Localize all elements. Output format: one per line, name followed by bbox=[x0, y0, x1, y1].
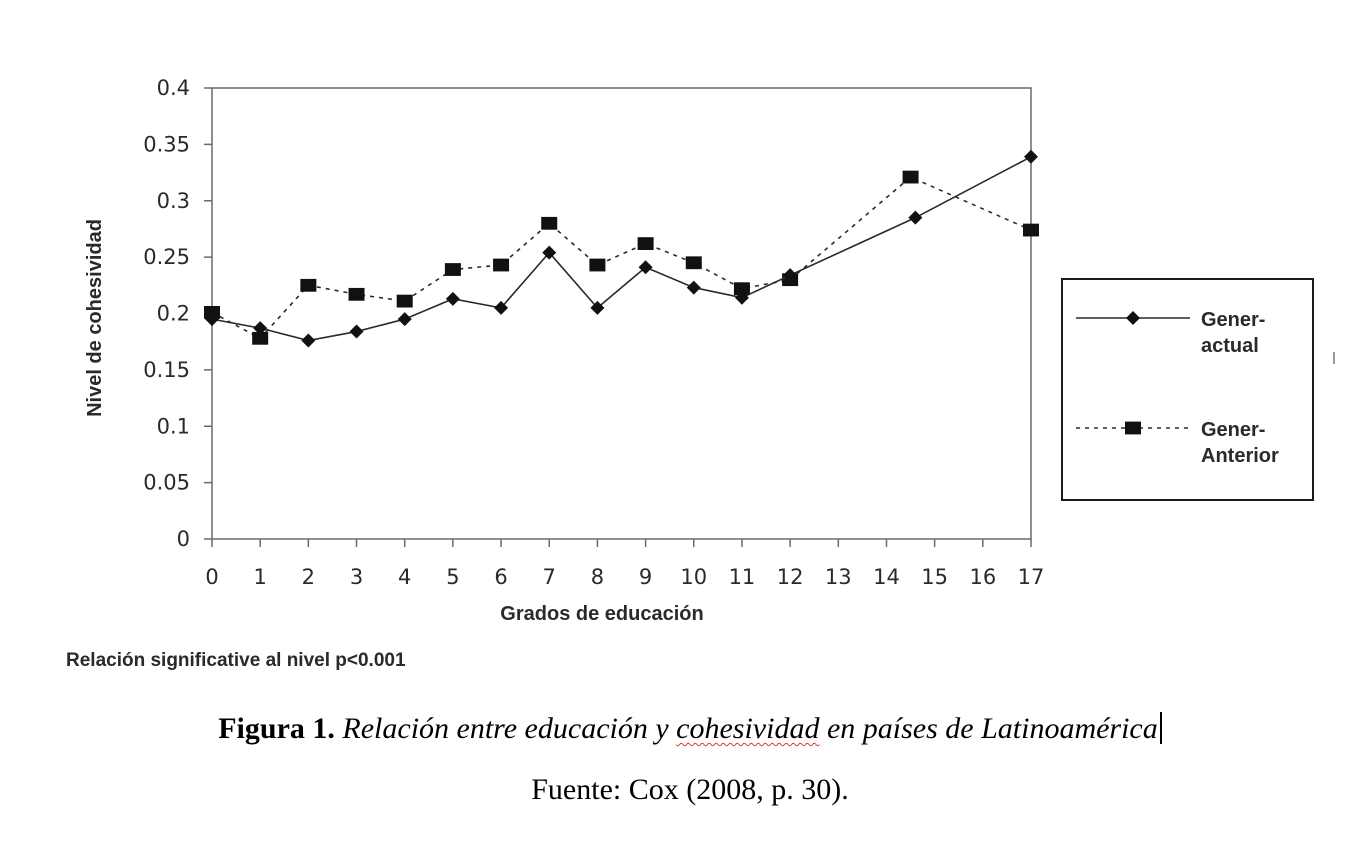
figure-title: Relación entre educación y cohesividad e… bbox=[342, 712, 1157, 745]
line-chart: 0 1 2 3 4 5 6 7 8 9 10 11 12 13 14 15 16 17 00.050.10.150… bbox=[84, 76, 1314, 625]
data-point bbox=[685, 256, 702, 270]
data-point bbox=[397, 312, 412, 327]
data-point bbox=[908, 210, 923, 225]
legend-marker bbox=[1126, 311, 1140, 325]
data-point bbox=[902, 170, 919, 184]
x-tick-label: 7 bbox=[543, 565, 556, 589]
x-tick-label: 14 bbox=[873, 565, 900, 589]
y-tick-label: 0.05 bbox=[143, 471, 190, 495]
data-point bbox=[300, 278, 317, 292]
data-point bbox=[783, 268, 798, 283]
figure-title-end: en países de Latinoamérica bbox=[819, 712, 1158, 745]
y-tick-label: 0.25 bbox=[143, 245, 190, 269]
figure-caption: Figura 1. Relación entre educación y coh… bbox=[0, 712, 1360, 746]
y-tick-label: 0.1 bbox=[157, 414, 190, 438]
y-tick-label: 0 bbox=[177, 527, 190, 551]
legend-item: Gener-actual bbox=[1076, 309, 1265, 357]
edge-mark bbox=[1333, 352, 1335, 364]
x-tick-label: 9 bbox=[639, 565, 652, 589]
data-point bbox=[205, 312, 219, 327]
series-gener-actual bbox=[205, 149, 1038, 348]
series-gener-anterior bbox=[204, 170, 1039, 345]
x-tick-label: 2 bbox=[302, 565, 315, 589]
data-point bbox=[733, 282, 750, 296]
x-tick-label: 11 bbox=[729, 565, 756, 589]
legend-box bbox=[1061, 278, 1314, 501]
data-point bbox=[541, 216, 558, 230]
data-point bbox=[444, 263, 461, 276]
x-tick-label: 3 bbox=[350, 565, 363, 589]
legend-label: Anterior bbox=[1201, 445, 1279, 467]
chart-axes bbox=[211, 87, 1032, 540]
legend-label: Gener- bbox=[1201, 309, 1265, 331]
data-point bbox=[348, 287, 365, 301]
x-tick-label: 5 bbox=[446, 565, 459, 589]
series-layer bbox=[204, 149, 1039, 348]
y-tick-label: 0.3 bbox=[157, 189, 190, 213]
data-point bbox=[1023, 223, 1039, 237]
series-line bbox=[211, 176, 1032, 340]
legend-label: actual bbox=[1201, 335, 1259, 357]
x-tick-label: 15 bbox=[921, 565, 948, 589]
x-axis-title: Grados de educación bbox=[500, 603, 703, 625]
data-point bbox=[349, 324, 364, 339]
significance-note: Relación significative al nivel p<0.001 bbox=[66, 650, 406, 671]
figure-title-start: Relación entre educación y bbox=[342, 712, 677, 745]
legend-label: Gener- bbox=[1201, 419, 1265, 441]
x-tick-label: 10 bbox=[680, 565, 707, 589]
data-point bbox=[493, 258, 510, 272]
data-point bbox=[396, 294, 413, 308]
y-tick-label: 0.2 bbox=[157, 302, 190, 326]
x-axis-ticks: 0 1 2 3 4 5 6 7 8 9 10 11 12 13 14 15 16 17 bbox=[205, 539, 1044, 589]
text-cursor bbox=[1159, 712, 1162, 744]
data-point bbox=[301, 333, 316, 348]
data-point bbox=[253, 321, 268, 336]
data-point bbox=[637, 237, 654, 250]
y-tick-label: 0.4 bbox=[157, 76, 190, 100]
legend-marker bbox=[1125, 421, 1141, 435]
data-point bbox=[445, 291, 460, 306]
x-tick-label: 1 bbox=[253, 565, 266, 589]
x-tick-label: 8 bbox=[591, 565, 604, 589]
data-point bbox=[734, 290, 749, 305]
data-point bbox=[1024, 149, 1038, 164]
figure-title-underlined-word: cohesividad bbox=[676, 712, 820, 745]
data-point bbox=[686, 280, 701, 295]
y-axis-ticks: 0 0.05 0.1 0.15 0.2 0.25 0.3 0.35 0.4 bbox=[143, 76, 212, 551]
y-tick-label: 0.35 bbox=[143, 132, 190, 156]
x-tick-label: 6 bbox=[494, 565, 507, 589]
figure-source: Fuente: Cox (2008, p. 30). bbox=[531, 773, 849, 806]
data-point bbox=[542, 245, 557, 260]
series-line bbox=[211, 156, 1032, 342]
y-axis-title: Nivel de cohesividad bbox=[84, 219, 106, 417]
x-tick-label: 0 bbox=[205, 565, 218, 589]
x-tick-label: 12 bbox=[777, 565, 804, 589]
figure-label: Figura 1. bbox=[218, 712, 335, 745]
data-point bbox=[494, 300, 509, 315]
data-point bbox=[252, 331, 269, 345]
legend-item: Gener- Anterior bbox=[1076, 419, 1279, 467]
data-point bbox=[590, 300, 605, 315]
x-tick-label: 4 bbox=[398, 565, 411, 589]
plot-frame bbox=[211, 87, 1032, 540]
x-tick-label: 17 bbox=[1018, 565, 1045, 589]
data-point bbox=[638, 260, 653, 275]
x-tick-label: 16 bbox=[969, 565, 996, 589]
x-tick-label: 13 bbox=[825, 565, 852, 589]
y-tick-label: 0.15 bbox=[143, 358, 190, 382]
data-point bbox=[589, 258, 606, 272]
